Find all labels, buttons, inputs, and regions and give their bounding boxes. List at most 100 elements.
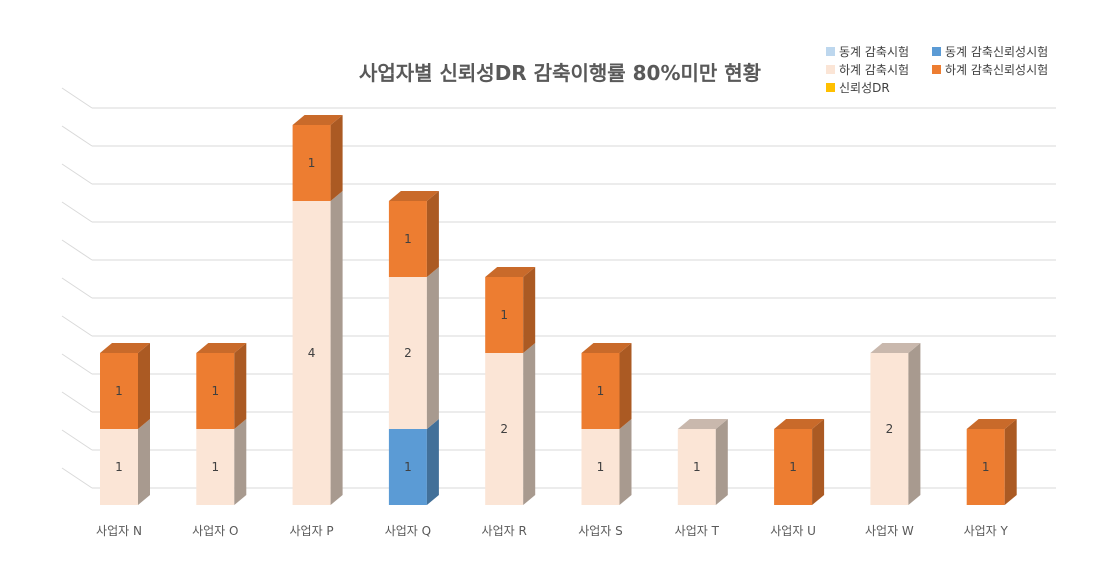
data-label: 1: [115, 460, 123, 474]
category-label: 사업자 R: [482, 524, 527, 538]
bar-segment: [388, 419, 439, 505]
data-labels: 1 1 1 1 4 1 1 2 1 2 1 1 1 1 1 2 1: [115, 156, 989, 474]
bar-top: [966, 419, 1017, 429]
bar-segment: [870, 343, 921, 505]
bar-segment: [485, 267, 536, 353]
bar-front: [100, 429, 138, 505]
category-label: 사업자 O: [192, 524, 238, 538]
gridline-depth: [61, 201, 93, 223]
bar-side: [523, 267, 536, 353]
bar-side: [619, 419, 632, 505]
legend-label: 하계 감축신뢰성시험: [945, 63, 1048, 77]
data-label: 1: [597, 384, 605, 398]
legend-item: 동계 감축시험: [826, 45, 909, 59]
data-label: 1: [597, 460, 605, 474]
legend-swatch: [826, 65, 835, 74]
bar-front: [774, 429, 813, 505]
gridline-depth: [61, 277, 93, 299]
category-label: 사업자 S: [578, 524, 623, 538]
category-label: 사업자 T: [675, 524, 720, 538]
gridline-depth: [61, 315, 93, 337]
bar-segment: [196, 343, 247, 429]
category-label: 사업자 U: [770, 524, 816, 538]
bar-side: [330, 115, 343, 201]
bar-segment: [581, 419, 632, 505]
data-label: 2: [404, 346, 412, 360]
data-label: 1: [789, 460, 797, 474]
bar-segment: [100, 343, 150, 429]
gridline-depth: [61, 125, 93, 147]
legend-item: 신뢰성DR: [826, 81, 890, 95]
gridline-depth: [61, 163, 93, 185]
legend-swatch: [826, 47, 835, 56]
bar-segment: [292, 115, 343, 201]
bar-side: [330, 191, 343, 505]
data-label: 1: [693, 460, 701, 474]
bar-top: [870, 343, 921, 353]
bar-segment: [581, 343, 632, 429]
bar-side: [908, 343, 921, 505]
bar-front: [581, 353, 620, 429]
bar-front: [196, 353, 235, 429]
bar-top: [388, 191, 439, 201]
bar-side: [812, 419, 825, 505]
bar-front: [485, 353, 524, 505]
legend-swatch: [932, 65, 941, 74]
bar-segment: [774, 419, 825, 505]
data-label: 1: [211, 460, 219, 474]
category-axis: 사업자 N 사업자 O 사업자 P 사업자 Q 사업자 R 사업자 S 사업자 T 사업자 U…: [96, 524, 1008, 538]
gridline-depth: [61, 239, 93, 261]
bar-side: [426, 419, 439, 505]
gridline-depth: [61, 391, 93, 413]
bar-side: [426, 191, 439, 277]
bar-front: [581, 429, 620, 505]
bar-top: [774, 419, 825, 429]
legend-swatch: [826, 83, 835, 92]
data-label: 1: [308, 156, 316, 170]
bar-segment: [196, 419, 247, 505]
bar-front: [485, 277, 524, 353]
bars: [100, 115, 1017, 505]
bar-side: [234, 343, 247, 429]
category-label: 사업자 Y: [964, 524, 1009, 538]
bar-side: [234, 419, 247, 505]
bar-top: [485, 267, 536, 277]
legend-label: 동계 감축신뢰성시험: [945, 45, 1048, 59]
bar-top: [677, 419, 728, 429]
data-label: 2: [500, 422, 508, 436]
gridline-depth: [61, 467, 93, 489]
bar-front: [292, 201, 331, 505]
bar-segment: [485, 343, 536, 505]
bar-top: [292, 115, 343, 125]
bar-side: [138, 343, 150, 429]
data-label: 2: [886, 422, 894, 436]
bar-side: [138, 419, 150, 505]
gridline-depth: [61, 87, 93, 109]
category-label: 사업자 N: [96, 524, 142, 538]
bar-front: [196, 429, 235, 505]
bar-front: [388, 201, 427, 277]
bar-front: [677, 429, 716, 505]
data-label: 1: [404, 232, 412, 246]
category-label: 사업자 W: [865, 524, 914, 538]
gridline-depth: [61, 353, 93, 375]
bar-side: [715, 419, 728, 505]
data-label: 4: [308, 346, 316, 360]
legend-label: 신뢰성DR: [839, 81, 890, 95]
bar-front: [870, 353, 909, 505]
bar-side: [523, 343, 536, 505]
bar-front: [292, 125, 331, 201]
bar-segment: [100, 419, 150, 505]
data-label: 1: [404, 460, 412, 474]
bar-segment: [388, 191, 439, 277]
grid: [61, 87, 1056, 489]
category-label: 사업자 P: [290, 524, 334, 538]
data-label: 1: [982, 460, 990, 474]
gridline-depth: [61, 429, 93, 451]
legend-item: 동계 감축신뢰성시험: [932, 45, 1048, 59]
bar-segment: [677, 419, 728, 505]
data-label: 1: [115, 384, 123, 398]
category-label: 사업자 Q: [385, 524, 431, 538]
